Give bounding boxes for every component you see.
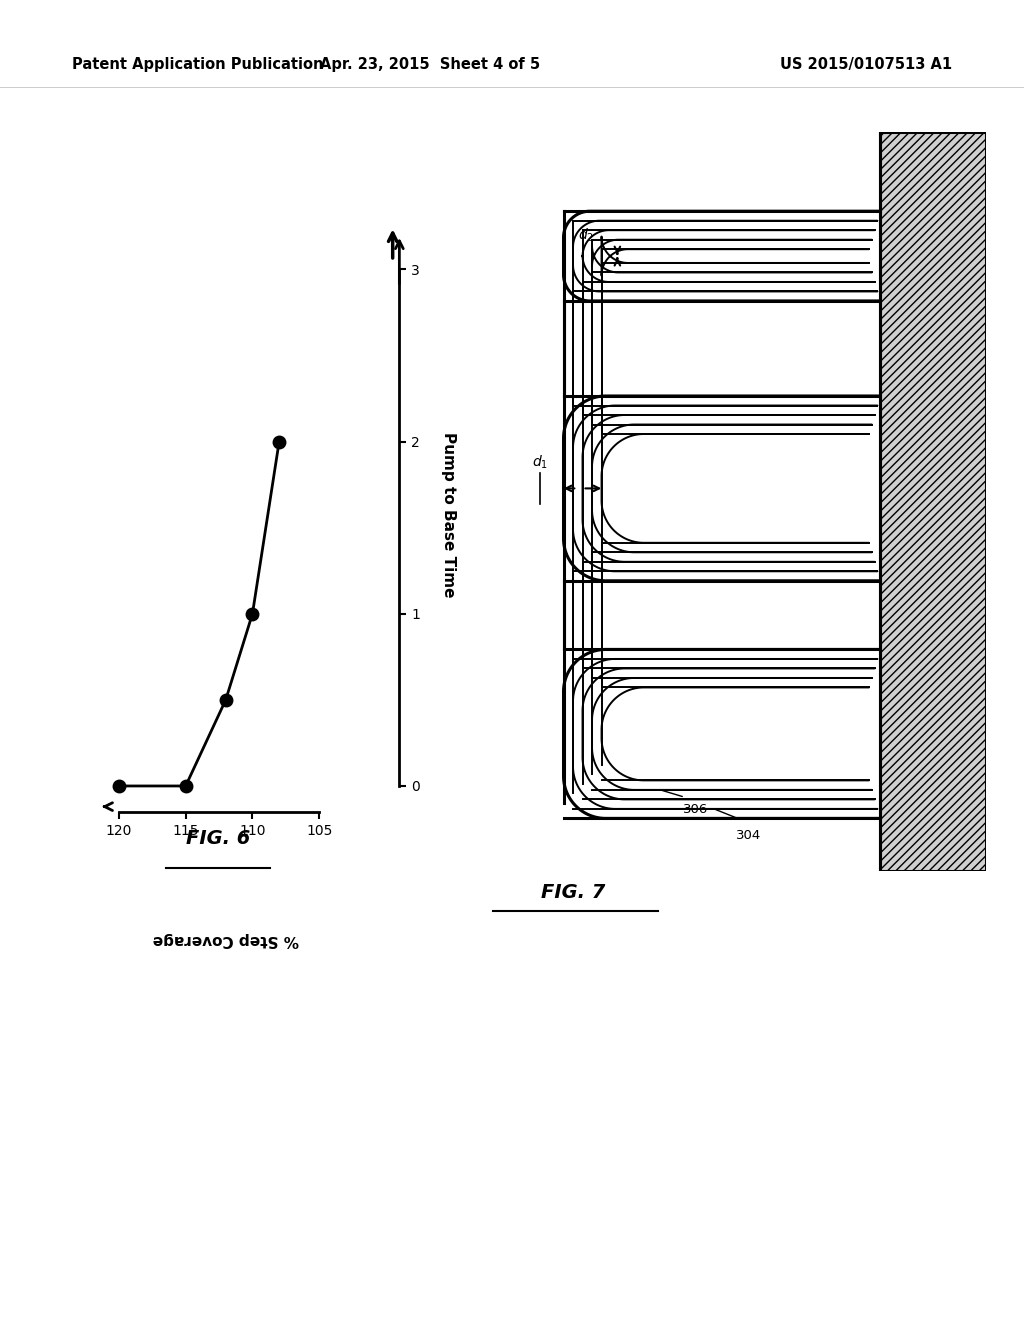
Text: FIG. 7: FIG. 7 — [541, 883, 605, 902]
Text: Apr. 23, 2015  Sheet 4 of 5: Apr. 23, 2015 Sheet 4 of 5 — [321, 57, 540, 73]
Y-axis label: Pump to Base Time: Pump to Base Time — [441, 432, 456, 598]
Text: FIG. 6: FIG. 6 — [185, 829, 250, 847]
Text: Patent Application Publication: Patent Application Publication — [72, 57, 324, 73]
Text: 304: 304 — [735, 829, 761, 842]
Polygon shape — [881, 132, 986, 871]
Text: $d_1$: $d_1$ — [531, 453, 548, 471]
Text: 306: 306 — [683, 803, 709, 816]
Text: % Step Coverage: % Step Coverage — [153, 932, 299, 948]
Text: US 2015/0107513 A1: US 2015/0107513 A1 — [780, 57, 952, 73]
Text: $d_2$: $d_2$ — [578, 226, 594, 244]
